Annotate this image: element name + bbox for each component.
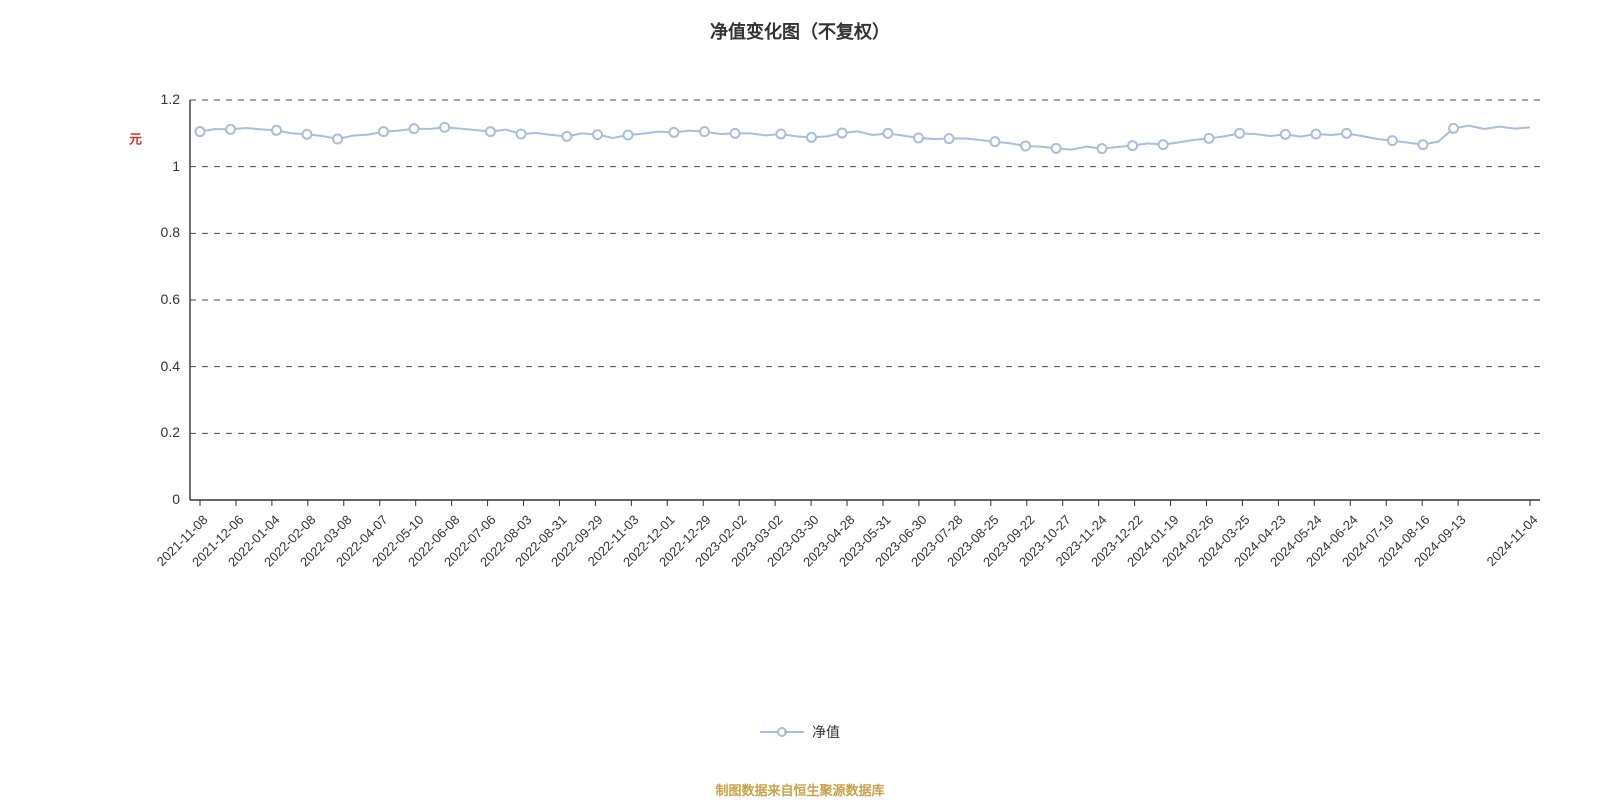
plot-svg — [0, 0, 1600, 800]
y-tick-label: 1.2 — [140, 91, 180, 107]
legend-swatch — [760, 727, 804, 737]
y-tick-label: 1 — [140, 158, 180, 174]
footer-attribution: 制图数据来自恒生聚源数据库 — [0, 780, 1600, 799]
y-tick-label: 0.2 — [140, 424, 180, 440]
legend-label: 净值 — [812, 722, 840, 742]
y-tick-label: 0.6 — [140, 291, 180, 307]
nav-chart: 净值变化图（不复权） 元 00.20.40.60.811.2 2021-11-0… — [0, 0, 1600, 800]
legend: 净值 — [0, 720, 1600, 742]
y-tick-label: 0.4 — [140, 358, 180, 374]
y-tick-label: 0.8 — [140, 224, 180, 240]
y-tick-label: 0 — [140, 491, 180, 507]
